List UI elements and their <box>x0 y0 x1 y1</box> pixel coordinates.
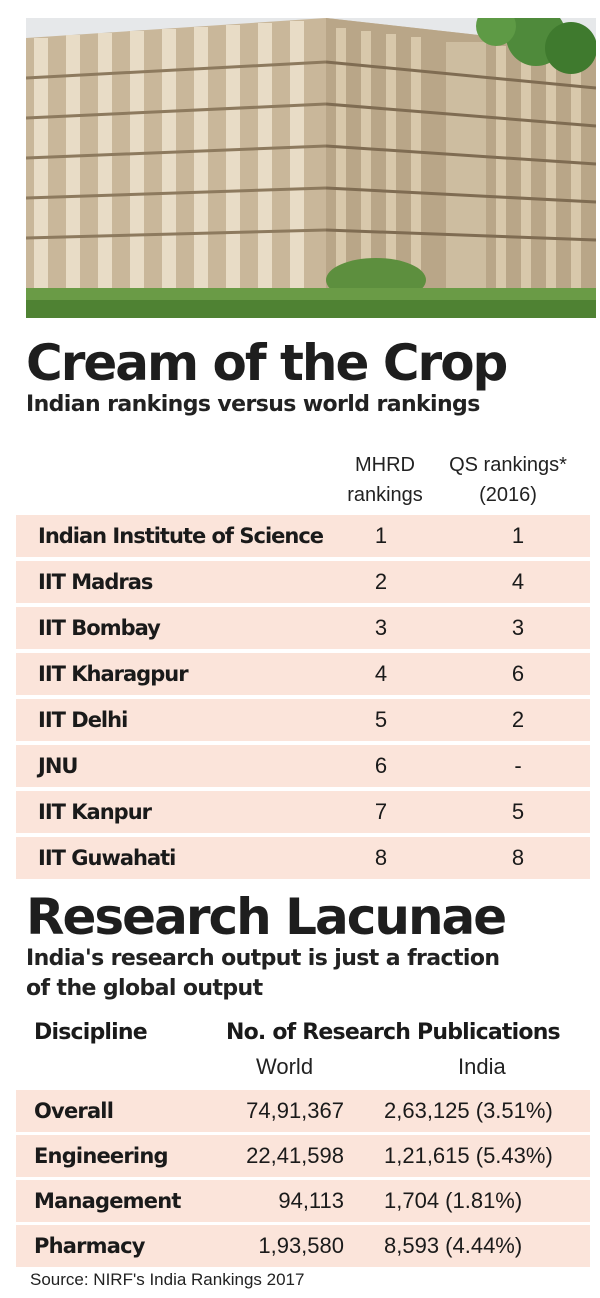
india-count: 1,21,615 (5.43%) <box>384 1143 553 1168</box>
world-count: 1,93,580 <box>258 1233 344 1258</box>
column-header-qs-line2: (2016) <box>479 484 537 506</box>
table-row: IIT Kharagpur 4 6 <box>16 653 590 695</box>
table-row: Engineering 22,41,598 1,21,615 (5.43%) <box>16 1135 590 1177</box>
research-table: Overall 74,91,367 2,63,125 (3.51%) Engin… <box>16 1090 590 1270</box>
institute-name: IIT Kanpur <box>38 800 152 824</box>
section-subtitle-rankings: Indian rankings versus world rankings <box>26 392 480 417</box>
india-count: 8,593 (4.44%) <box>384 1233 523 1258</box>
column-header-mhrd: MHRD rankings <box>330 450 440 510</box>
institute-name: JNU <box>38 754 78 778</box>
discipline-name: Overall <box>34 1099 114 1123</box>
table-row: JNU 6 - <box>16 745 590 787</box>
column-header-discipline: Discipline <box>34 1020 148 1045</box>
mhrd-rank: 4 <box>374 661 388 686</box>
india-count: 1,704 (1.81%) <box>384 1188 523 1213</box>
mhrd-rank: 8 <box>374 845 388 870</box>
table-row: Management 94,113 1,704 (1.81%) <box>16 1180 590 1222</box>
mhrd-rank: 5 <box>374 707 388 732</box>
campus-building-photo <box>26 18 596 318</box>
table-row: IIT Kanpur 7 5 <box>16 791 590 833</box>
section-title-research: Research Lacunae <box>26 888 507 946</box>
column-header-qs-line1: QS rankings* <box>449 454 567 476</box>
institute-name: IIT Bombay <box>38 616 161 640</box>
table-row: IIT Madras 2 4 <box>16 561 590 603</box>
table-row: Overall 74,91,367 2,63,125 (3.51%) <box>16 1090 590 1132</box>
column-header-india: India <box>458 1054 506 1079</box>
qs-rank: 5 <box>511 799 525 824</box>
institute-name: IIT Delhi <box>38 708 128 732</box>
institute-name: IIT Kharagpur <box>38 662 189 686</box>
mhrd-rank: 3 <box>374 615 388 640</box>
discipline-name: Pharmacy <box>34 1234 145 1258</box>
section-title-rankings: Cream of the Crop <box>26 334 508 392</box>
source-note: Source: NIRF's India Rankings 2017 <box>30 1270 305 1289</box>
column-header-qs: QS rankings* (2016) <box>440 450 576 510</box>
section-subtitle-research-line2: of the global output <box>26 976 263 1001</box>
discipline-name: Engineering <box>34 1144 169 1168</box>
section-subtitle-research-line1: India's research output is just a fracti… <box>26 946 500 971</box>
qs-rank: 3 <box>511 615 525 640</box>
world-count: 74,91,367 <box>246 1098 344 1123</box>
institute-name: IIT Guwahati <box>38 846 176 870</box>
column-header-mhrd-line1: MHRD <box>355 454 415 476</box>
table-row: IIT Delhi 5 2 <box>16 699 590 741</box>
mhrd-rank: 1 <box>374 523 388 548</box>
institute-name: Indian Institute of Science <box>38 524 324 548</box>
world-count: 22,41,598 <box>246 1143 344 1168</box>
column-header-world: World <box>256 1054 314 1079</box>
qs-rank: 6 <box>511 661 525 686</box>
world-count: 94,113 <box>278 1188 344 1213</box>
column-header-mhrd-line2: rankings <box>347 484 423 506</box>
mhrd-rank: 7 <box>374 799 388 824</box>
table-row: IIT Guwahati 8 8 <box>16 837 590 879</box>
table-row: Indian Institute of Science 1 1 <box>16 515 590 557</box>
qs-rank: 2 <box>511 707 525 732</box>
qs-rank: 4 <box>511 569 525 594</box>
qs-rank: 8 <box>511 845 525 870</box>
qs-rank: 1 <box>511 523 525 548</box>
discipline-name: Management <box>34 1189 181 1213</box>
institute-name: IIT Madras <box>38 570 153 594</box>
table-row: Pharmacy 1,93,580 8,593 (4.44%) <box>16 1225 590 1267</box>
india-count: 2,63,125 (3.51%) <box>384 1098 553 1123</box>
qs-rank: - <box>514 753 522 778</box>
mhrd-rank: 2 <box>374 569 388 594</box>
table-row: IIT Bombay 3 3 <box>16 607 590 649</box>
column-header-publications: No. of Research Publications <box>226 1020 561 1045</box>
mhrd-rank: 6 <box>374 753 388 778</box>
rankings-table: Indian Institute of Science 1 1 IIT Madr… <box>16 515 590 883</box>
